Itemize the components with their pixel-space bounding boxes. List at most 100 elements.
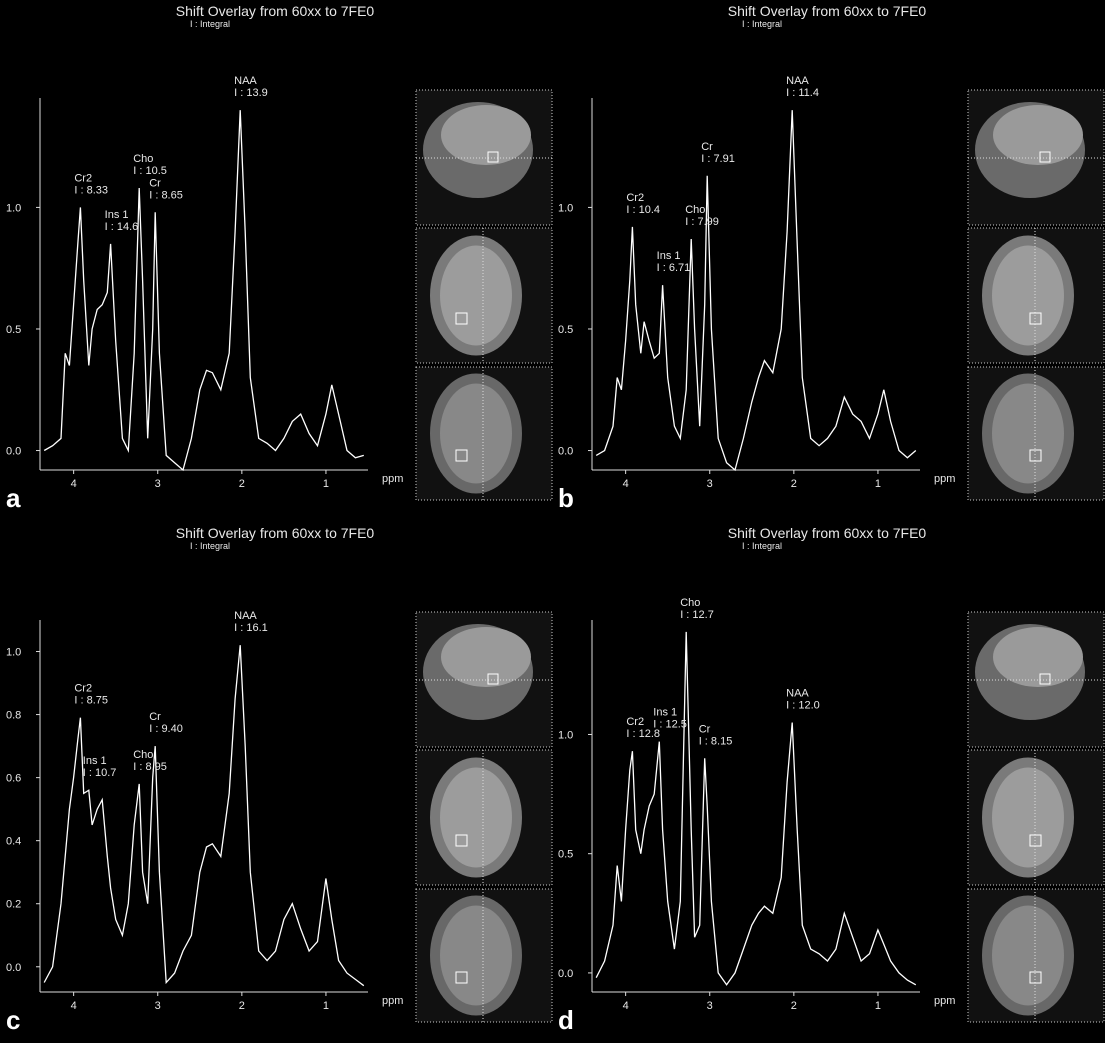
x-tick-label: 3: [707, 1000, 713, 1012]
peak-integral: I : 12.7: [680, 609, 714, 621]
peak-integral: I : 9.40: [149, 723, 183, 735]
chart-title: Shift Overlay from 60xx to 7FE0: [176, 3, 375, 19]
x-axis-label: ppm: [934, 995, 955, 1007]
x-axis-label: ppm: [934, 473, 955, 485]
mri-brain: [440, 246, 512, 346]
chart-subtitle: I : Integral: [742, 19, 782, 29]
mri-brain: [440, 384, 512, 484]
figure: Shift Overlay from 60xx to 7FE0I : Integ…: [0, 0, 1105, 1043]
mri-brain: [992, 246, 1064, 346]
mri-brain: [993, 105, 1083, 165]
peak-name: Cr: [149, 711, 161, 723]
x-axis-label: ppm: [382, 473, 403, 485]
mri-brain: [440, 906, 512, 1006]
x-tick-label: 3: [155, 478, 161, 490]
y-tick-label: 1.0: [558, 202, 573, 214]
y-tick-label: 0.8: [6, 710, 21, 722]
peak-name: Ins 1: [83, 755, 107, 767]
peak-name: NAA: [234, 610, 257, 622]
y-tick-label: 1.0: [558, 729, 573, 741]
peak-name: Cr: [701, 141, 713, 153]
chart-subtitle: I : Integral: [190, 541, 230, 551]
y-tick-label: 0.0: [6, 962, 21, 974]
mri-brain: [992, 384, 1064, 484]
peak-name: Cr2: [626, 716, 644, 728]
chart-subtitle: I : Integral: [742, 541, 782, 551]
peak-name: Cho: [685, 204, 705, 216]
mri-brain: [992, 768, 1064, 868]
y-tick-label: 0.6: [6, 773, 21, 785]
peak-integral: I : 13.9: [234, 87, 268, 99]
y-tick-label: 0.5: [6, 324, 21, 336]
x-tick-label: 2: [791, 478, 797, 490]
panel-letter: b: [558, 483, 574, 513]
chart-subtitle: I : Integral: [190, 19, 230, 29]
mri-brain: [441, 105, 531, 165]
chart-title: Shift Overlay from 60xx to 7FE0: [728, 525, 927, 541]
x-tick-label: 1: [323, 478, 329, 490]
chart-title: Shift Overlay from 60xx to 7FE0: [176, 525, 375, 541]
peak-integral: I : 12.0: [786, 700, 820, 712]
x-tick-label: 1: [875, 1000, 881, 1012]
panel-letter: a: [6, 483, 21, 513]
y-tick-label: 0.5: [558, 849, 573, 861]
y-tick-label: 1.0: [6, 202, 21, 214]
peak-integral: I : 8.65: [149, 189, 183, 201]
peak-name: Cr2: [74, 172, 92, 184]
peak-name: Cr: [149, 177, 161, 189]
peak-name: Cho: [680, 597, 700, 609]
peak-name: Cr2: [74, 683, 92, 695]
peak-integral: I : 10.5: [133, 165, 167, 177]
y-tick-label: 0.2: [6, 899, 21, 911]
x-axis-label: ppm: [382, 995, 403, 1007]
mri-brain: [441, 627, 531, 687]
background: [0, 0, 1105, 1043]
y-tick-label: 0.0: [6, 446, 21, 458]
y-tick-label: 0.4: [6, 836, 21, 848]
x-tick-label: 4: [71, 478, 77, 490]
x-tick-label: 1: [875, 478, 881, 490]
chart-title: Shift Overlay from 60xx to 7FE0: [728, 3, 927, 19]
peak-integral: I : 7.99: [685, 216, 719, 228]
peak-integral: I : 6.71: [657, 262, 691, 274]
y-tick-label: 0.0: [558, 446, 573, 458]
peak-name: NAA: [234, 75, 257, 87]
y-tick-label: 1.0: [6, 647, 21, 659]
peak-integral: I : 8.15: [699, 735, 733, 747]
page: Shift Overlay from 60xx to 7FE0I : Integ…: [0, 0, 1105, 1043]
x-tick-label: 2: [239, 478, 245, 490]
peak-name: Ins 1: [653, 707, 677, 719]
peak-name: Ins 1: [105, 209, 129, 221]
x-tick-label: 4: [71, 1000, 77, 1012]
mri-brain: [440, 768, 512, 868]
peak-integral: I : 7.91: [701, 153, 735, 165]
peak-integral: I : 10.4: [626, 204, 660, 216]
y-tick-label: 0.0: [558, 968, 573, 980]
mri-brain: [992, 906, 1064, 1006]
x-tick-label: 2: [791, 1000, 797, 1012]
y-tick-label: 0.5: [558, 324, 573, 336]
peak-integral: I : 14.6: [105, 221, 139, 233]
peak-integral: I : 16.1: [234, 622, 268, 634]
peak-integral: I : 10.7: [83, 767, 117, 779]
x-tick-label: 4: [623, 1000, 629, 1012]
x-tick-label: 1: [323, 1000, 329, 1012]
peak-name: Cho: [133, 153, 153, 165]
peak-name: Cr2: [626, 192, 644, 204]
x-tick-label: 3: [155, 1000, 161, 1012]
peak-name: Ins 1: [657, 250, 681, 262]
mri-brain: [993, 627, 1083, 687]
peak-name: Cho: [133, 749, 153, 761]
peak-integral: I : 12.5: [653, 719, 687, 731]
x-tick-label: 4: [623, 478, 629, 490]
peak-name: Cr: [699, 723, 711, 735]
peak-name: NAA: [786, 688, 809, 700]
panel-letter: c: [6, 1005, 20, 1035]
peak-integral: I : 8.95: [133, 761, 167, 773]
peak-integral: I : 11.4: [786, 87, 819, 99]
panel-letter: d: [558, 1005, 574, 1035]
x-tick-label: 2: [239, 1000, 245, 1012]
peak-integral: I : 8.75: [74, 695, 108, 707]
peak-name: NAA: [786, 75, 809, 87]
x-tick-label: 3: [707, 478, 713, 490]
